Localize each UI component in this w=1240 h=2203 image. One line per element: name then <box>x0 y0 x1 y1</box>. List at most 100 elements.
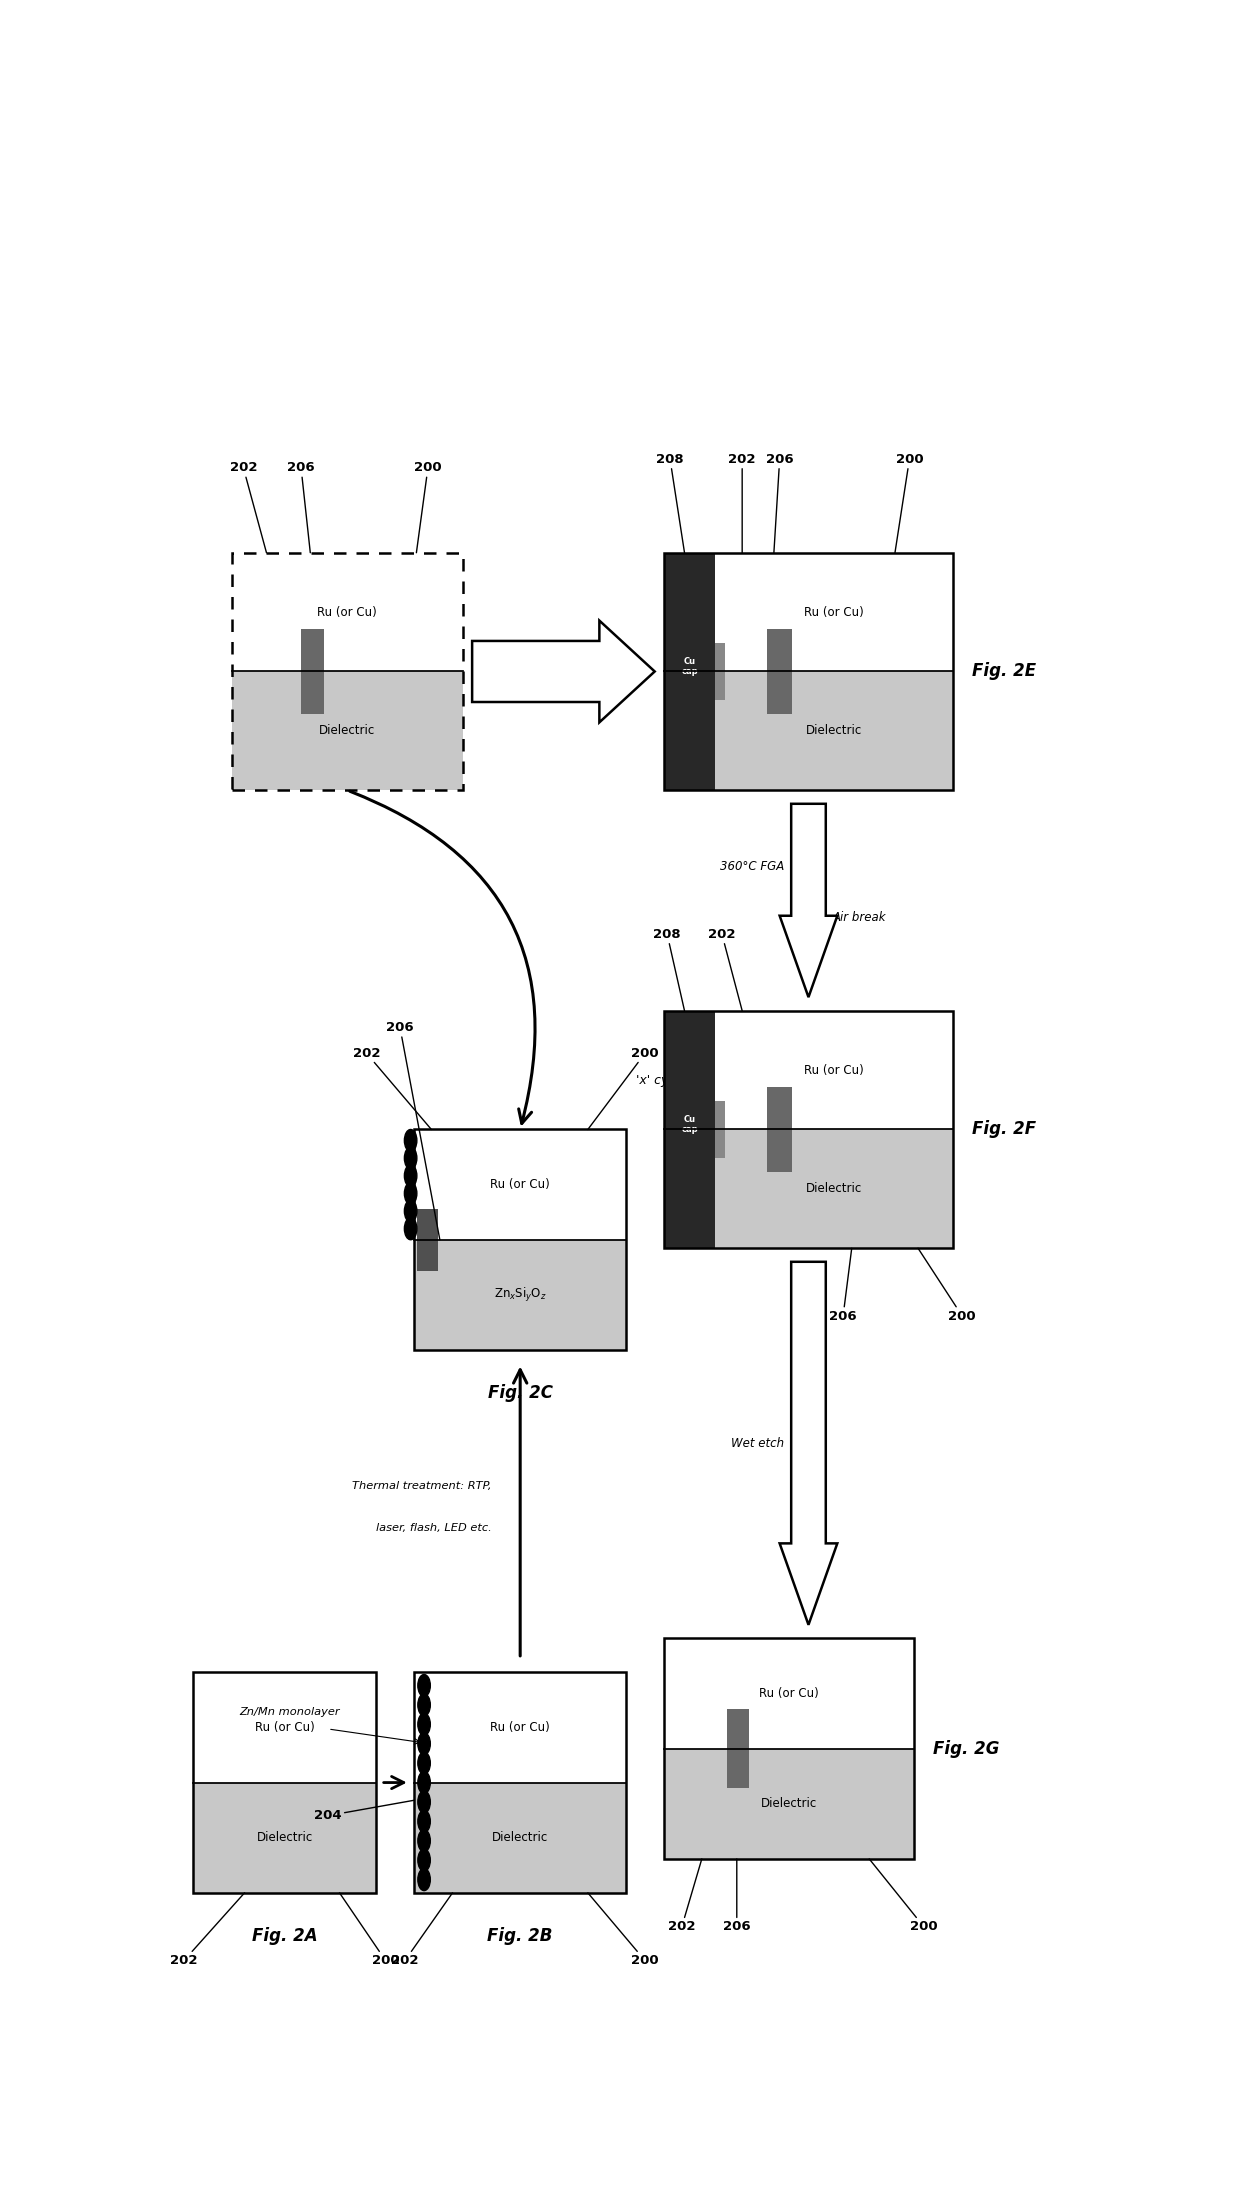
Circle shape <box>418 1848 430 1870</box>
Text: Dielectric: Dielectric <box>257 1831 312 1844</box>
Text: Zn/Mn monolayer: Zn/Mn monolayer <box>239 1707 340 1716</box>
Bar <box>665 1639 914 1749</box>
Text: Ru (or Cu): Ru (or Cu) <box>759 1687 820 1701</box>
Text: Air break: Air break <box>832 910 887 923</box>
Text: Fig. 2D: Fig. 2D <box>516 663 583 681</box>
Text: Cu
cap: Cu cap <box>681 1115 698 1135</box>
Text: 202: 202 <box>728 454 756 553</box>
Bar <box>665 1011 952 1130</box>
Text: Ru (or Cu): Ru (or Cu) <box>317 606 377 619</box>
Bar <box>193 1672 376 1892</box>
Text: 200: 200 <box>895 454 924 553</box>
Text: 202: 202 <box>668 1859 702 1934</box>
Text: 208: 208 <box>656 454 684 553</box>
Text: 202: 202 <box>391 1892 453 1967</box>
Bar <box>665 1011 714 1249</box>
Bar <box>665 553 952 791</box>
Text: 202: 202 <box>352 1046 432 1130</box>
Bar <box>768 628 791 714</box>
Bar <box>232 672 463 791</box>
Text: Dielectric: Dielectric <box>761 1798 817 1811</box>
Circle shape <box>418 1868 430 1890</box>
Text: Fig. 2G: Fig. 2G <box>934 1740 999 1758</box>
Text: Dielectric: Dielectric <box>319 725 376 738</box>
Text: Dielectric: Dielectric <box>492 1831 548 1844</box>
Bar <box>665 1639 914 1859</box>
Bar <box>193 1672 376 1782</box>
Bar <box>232 553 463 672</box>
Text: Fig. 2B: Fig. 2B <box>487 1928 553 1945</box>
Text: 206: 206 <box>386 1022 440 1240</box>
Circle shape <box>404 1148 417 1170</box>
Bar <box>414 1672 626 1892</box>
Polygon shape <box>780 1262 837 1626</box>
Circle shape <box>418 1831 430 1853</box>
Bar <box>417 1209 438 1271</box>
Bar <box>301 628 324 714</box>
Bar <box>665 1130 952 1249</box>
Bar <box>414 1130 626 1350</box>
Text: Zn$_x$Si$_y$O$_z$: Zn$_x$Si$_y$O$_z$ <box>494 1287 547 1304</box>
Text: 200: 200 <box>869 1859 937 1934</box>
Bar <box>768 1086 791 1172</box>
Bar <box>665 1749 914 1859</box>
Text: Dielectric: Dielectric <box>806 1183 862 1196</box>
Bar <box>665 553 714 791</box>
Text: Fig. 2F: Fig. 2F <box>972 1121 1035 1139</box>
Text: 202: 202 <box>229 460 267 553</box>
Text: 200: 200 <box>588 1892 658 1967</box>
Text: 208: 208 <box>653 927 684 1011</box>
Text: Thermal treatment: RTP,: Thermal treatment: RTP, <box>352 1480 491 1491</box>
Bar <box>665 672 952 791</box>
Text: 200: 200 <box>588 1046 658 1130</box>
Circle shape <box>404 1201 417 1223</box>
Bar <box>232 553 463 791</box>
Circle shape <box>418 1674 430 1696</box>
Polygon shape <box>780 804 837 998</box>
Text: 'x' cycles: 'x' cycles <box>635 1075 692 1086</box>
Circle shape <box>418 1791 430 1813</box>
Text: Fig. 2A: Fig. 2A <box>252 1928 317 1945</box>
Text: 206: 206 <box>723 1859 750 1934</box>
Circle shape <box>418 1751 430 1773</box>
Circle shape <box>418 1694 430 1716</box>
Text: 200: 200 <box>918 1249 976 1322</box>
Text: Cu
cap: Cu cap <box>681 656 698 676</box>
Polygon shape <box>472 621 655 723</box>
Bar <box>727 1710 749 1789</box>
Text: 202: 202 <box>170 1892 244 1967</box>
Circle shape <box>404 1218 417 1240</box>
Bar <box>714 1102 725 1159</box>
Circle shape <box>404 1165 417 1187</box>
Bar <box>665 553 952 672</box>
Bar <box>414 1672 626 1782</box>
Text: Fig. 2E: Fig. 2E <box>972 663 1035 681</box>
Text: 204: 204 <box>314 1800 414 1822</box>
Bar <box>193 1782 376 1892</box>
Text: 200: 200 <box>414 460 441 553</box>
Bar <box>414 1240 626 1350</box>
Bar <box>665 1011 952 1249</box>
Bar <box>414 1782 626 1892</box>
Circle shape <box>418 1771 430 1793</box>
Circle shape <box>418 1714 430 1736</box>
Text: Ru (or Cu): Ru (or Cu) <box>804 606 863 619</box>
Text: Dielectric: Dielectric <box>806 725 862 738</box>
Circle shape <box>418 1811 430 1833</box>
Text: Wet etch: Wet etch <box>732 1436 785 1450</box>
Bar <box>714 643 725 701</box>
Text: Ru (or Cu): Ru (or Cu) <box>255 1721 315 1734</box>
Text: 202: 202 <box>708 927 743 1011</box>
Text: 206: 206 <box>766 454 794 553</box>
Circle shape <box>404 1130 417 1152</box>
Circle shape <box>418 1734 430 1756</box>
Circle shape <box>404 1183 417 1205</box>
Text: Ru (or Cu): Ru (or Cu) <box>490 1179 551 1192</box>
Text: 360°C FGA: 360°C FGA <box>720 859 785 872</box>
Text: 206: 206 <box>830 1249 857 1322</box>
Text: laser, flash, LED etc.: laser, flash, LED etc. <box>376 1522 491 1533</box>
Text: Ru (or Cu): Ru (or Cu) <box>490 1721 551 1734</box>
Text: 206: 206 <box>288 460 315 553</box>
Text: 200: 200 <box>340 1892 399 1967</box>
Bar <box>414 1130 626 1240</box>
